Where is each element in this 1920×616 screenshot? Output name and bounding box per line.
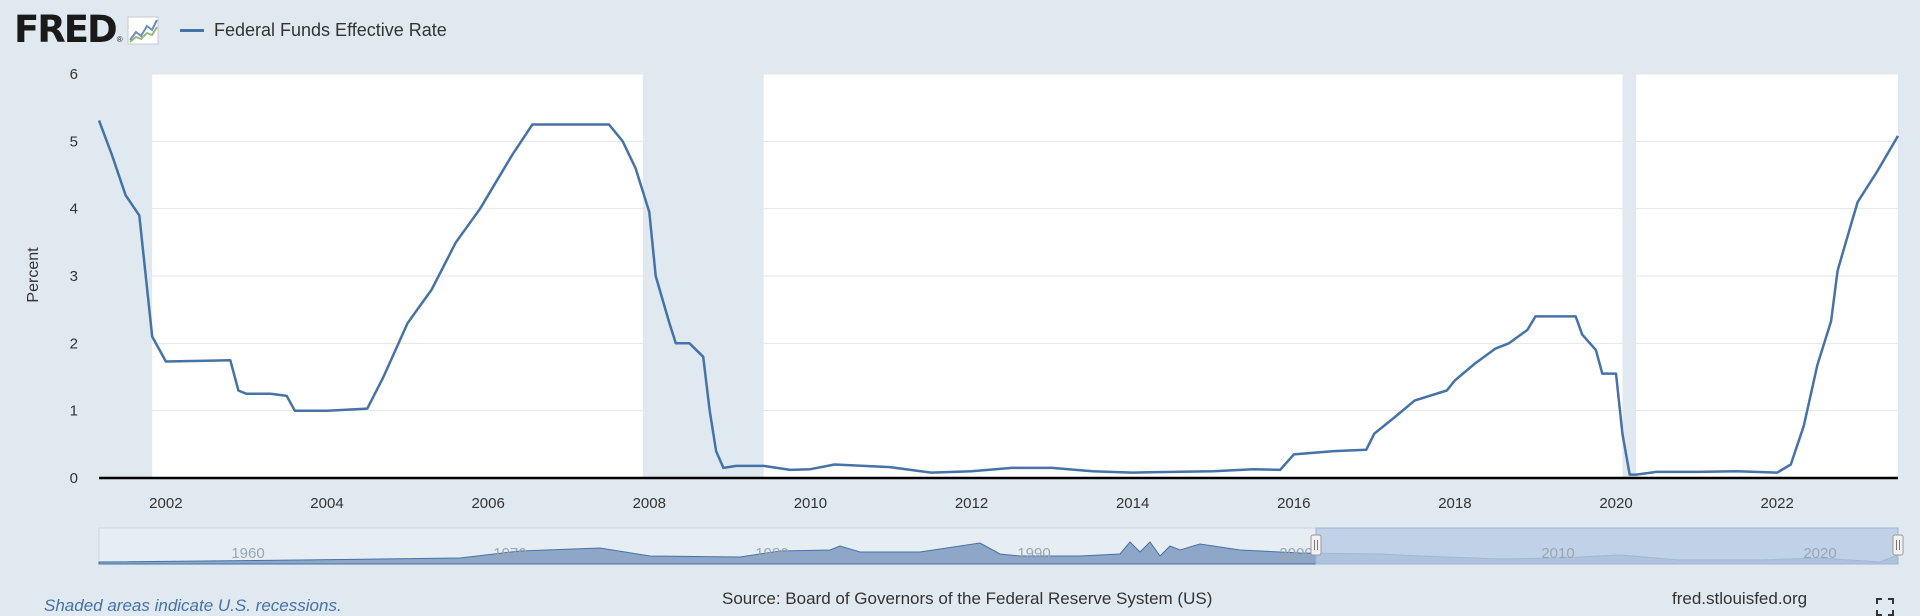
navigator-handle[interactable]: [1892, 534, 1904, 556]
x-tick-label: 2008: [633, 495, 666, 512]
x-tick-label: 2014: [1116, 495, 1149, 512]
navigator-tick-label: 2000: [1279, 545, 1312, 562]
x-tick-label: 2012: [955, 495, 988, 512]
navigator-tick-label: 2020: [1803, 545, 1836, 562]
handle-body: [1310, 534, 1322, 556]
y-axis-label: Percent: [25, 247, 42, 303]
navigator-tick-label: 1990: [1017, 545, 1050, 562]
logo-registered-mark: ®: [116, 35, 123, 44]
legend-series-label: Federal Funds Effective Rate: [214, 20, 447, 40]
gridlines: [99, 73, 1898, 412]
navigator-handle[interactable]: [1310, 534, 1322, 556]
x-tick-label: 2016: [1277, 495, 1310, 512]
chart[interactable]: 0 1 2 3 4 5 6 2002 2004 2006 2008 2010 2012 2014 2016…: [0, 0, 1920, 580]
series-line: [97, 120, 1900, 476]
y-tick-label: 2: [70, 335, 78, 352]
navigator-tick-label: 1980: [755, 545, 788, 562]
recession-note: Shaded areas indicate U.S. recessions.: [44, 596, 342, 615]
series-lines: [97, 120, 1900, 476]
fred-logo[interactable]: FRED ®: [14, 10, 159, 50]
x-tick-label: 2010: [794, 495, 827, 512]
y-tick-label: 6: [70, 66, 78, 83]
x-tick-label: 2004: [310, 495, 343, 512]
navigator-selection[interactable]: [1315, 527, 1899, 565]
y-tick-label: 4: [70, 201, 78, 218]
handle-body: [1892, 534, 1904, 556]
x-axis-ticks: 2002 2004 2006 2008 2010 2012 2014 2016 2018 2020…: [149, 495, 1794, 512]
legend[interactable]: Federal Funds Effective Rate: [180, 20, 447, 41]
x-tick-label: 2022: [1760, 495, 1793, 512]
x-tick-label: 2002: [149, 495, 182, 512]
chart-line-icon: [127, 16, 159, 45]
x-tick-label: 2006: [471, 495, 504, 512]
y-tick-label: 5: [70, 133, 78, 150]
navigator-tick-label: 1970: [493, 545, 526, 562]
navigator-tick-label: 2010: [1541, 545, 1574, 562]
data-source: Source: Board of Governors of the Federa…: [722, 589, 1213, 608]
y-tick-label: 3: [70, 268, 78, 285]
navigator-tick-label: 1960: [231, 545, 264, 562]
logo-text: FRED: [14, 8, 118, 51]
x-tick-label: 2018: [1438, 495, 1471, 512]
y-tick-label: 0: [70, 470, 78, 487]
chart-header: FRED ® Federal Funds Effective Rate: [0, 0, 1920, 62]
y-axis-ticks: 0 1 2 3 4 5 6: [70, 66, 78, 487]
fred-url-link[interactable]: fred.stlouisfed.org: [1672, 589, 1808, 608]
x-tick-label: 2020: [1599, 495, 1632, 512]
navigator[interactable]: 1960 1970 1980 1990 2000 2010 2020: [98, 527, 1904, 565]
legend-swatch: [180, 29, 204, 32]
y-tick-label: 1: [70, 403, 78, 420]
fullscreen-icon[interactable]: [1876, 598, 1894, 616]
